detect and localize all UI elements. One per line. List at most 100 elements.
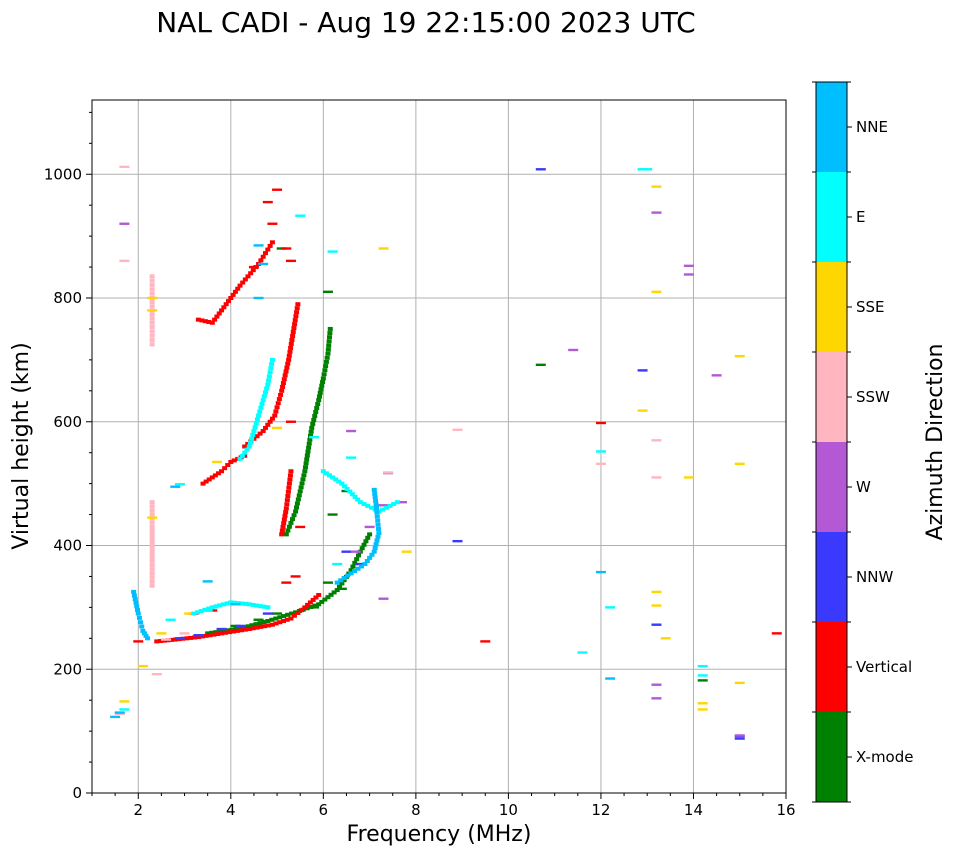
data-point	[265, 247, 271, 252]
data-point	[149, 304, 155, 309]
x-tick-label: 10	[499, 801, 518, 819]
data-point	[149, 532, 155, 537]
data-point	[355, 562, 366, 566]
data-point	[253, 421, 259, 426]
data-point	[480, 640, 491, 643]
data-point	[141, 631, 147, 636]
data-point	[312, 414, 318, 419]
data-point	[341, 575, 347, 580]
data-point	[157, 639, 163, 644]
data-point	[341, 578, 347, 583]
colorbar-title: Azimuth Direction	[923, 343, 948, 540]
data-point	[299, 481, 305, 486]
data-point	[278, 392, 284, 397]
data-point	[568, 348, 579, 352]
data-point	[149, 338, 155, 343]
data-point	[161, 638, 172, 641]
data-point	[637, 409, 648, 412]
data-point	[711, 374, 722, 377]
data-point	[313, 595, 319, 600]
data-point	[195, 635, 201, 640]
data-point	[247, 440, 253, 445]
data-point	[683, 273, 694, 276]
data-point	[295, 214, 306, 217]
data-point	[373, 542, 379, 547]
data-point	[361, 502, 367, 507]
data-point	[261, 394, 267, 399]
data-point	[364, 558, 370, 563]
data-point	[149, 567, 155, 572]
data-point	[151, 673, 162, 676]
data-point	[254, 603, 260, 608]
data-point	[191, 611, 197, 616]
data-point	[209, 475, 215, 480]
data-point	[149, 291, 155, 296]
data-point	[285, 361, 291, 366]
data-point	[262, 624, 268, 629]
data-point	[284, 365, 290, 370]
data-point	[302, 605, 308, 610]
data-point	[253, 244, 264, 247]
data-point	[225, 299, 231, 304]
data-point	[149, 312, 155, 317]
data-point	[383, 471, 394, 474]
data-point	[651, 476, 662, 479]
data-point	[338, 578, 344, 583]
data-point	[318, 387, 324, 392]
data-point	[320, 380, 326, 385]
data-point	[195, 317, 201, 322]
data-point	[267, 370, 273, 375]
series-nne	[110, 244, 616, 719]
data-point	[371, 549, 377, 554]
data-point	[734, 734, 745, 737]
data-point	[170, 485, 181, 488]
data-point	[452, 428, 463, 431]
data-point	[202, 609, 213, 612]
data-point	[697, 674, 708, 677]
data-point	[149, 333, 155, 338]
data-point	[337, 584, 343, 589]
data-point	[136, 615, 142, 620]
data-point	[324, 355, 330, 360]
y-tick-label: 0	[72, 784, 82, 802]
data-point	[327, 473, 333, 478]
data-point	[284, 498, 290, 503]
data-point	[241, 625, 247, 630]
data-point	[225, 463, 231, 468]
data-point	[374, 514, 380, 519]
data-point	[347, 489, 353, 494]
data-point	[605, 677, 616, 680]
data-point	[697, 702, 708, 705]
data-point	[283, 506, 289, 511]
data-point	[119, 165, 130, 169]
data-point	[372, 545, 378, 550]
data-point	[149, 329, 155, 334]
data-point	[250, 268, 256, 273]
data-point	[327, 250, 338, 253]
data-point	[154, 639, 160, 644]
data-point	[350, 564, 356, 569]
data-point	[323, 471, 329, 476]
data-point	[211, 632, 217, 637]
data-point	[368, 505, 374, 510]
y-tick-label: 600	[53, 413, 82, 431]
data-point	[206, 606, 212, 611]
data-point	[315, 402, 321, 407]
data-point	[211, 460, 222, 464]
data-point	[265, 605, 271, 610]
data-point	[355, 566, 361, 571]
colorbar-swatch	[816, 622, 847, 712]
data-point	[369, 552, 375, 557]
x-tick-label: 6	[319, 801, 329, 819]
data-point	[287, 473, 293, 478]
data-point	[149, 559, 155, 564]
data-point	[290, 575, 301, 578]
data-point	[322, 581, 333, 584]
data-point	[232, 600, 238, 605]
data-point	[149, 504, 155, 509]
data-point	[279, 388, 285, 393]
data-point	[248, 265, 259, 269]
data-point	[228, 296, 234, 300]
data-point	[257, 621, 263, 626]
data-point	[330, 475, 336, 480]
